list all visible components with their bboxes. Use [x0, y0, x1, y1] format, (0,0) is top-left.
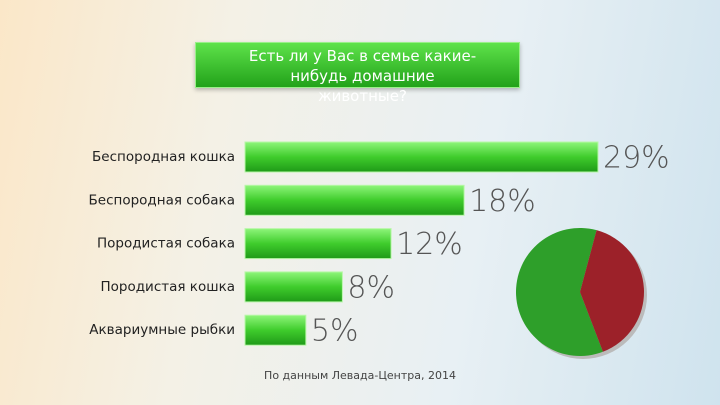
chart-title: Есть ли у Вас в семье какие-нибудь домаш… [195, 42, 520, 105]
value-label: 18% [469, 184, 536, 219]
value-label: 29% [603, 141, 670, 176]
bar [244, 271, 343, 303]
bar [244, 228, 392, 260]
bar [244, 314, 307, 346]
category-label: Породистая кошка [100, 279, 235, 295]
source: По данным Левада-Центра, 2014 [264, 369, 456, 382]
pie-slice [516, 228, 603, 356]
category-label: Аквариумные рыбки [89, 322, 235, 338]
value-label: 8% [347, 270, 395, 305]
category-label: Беспородная собака [89, 192, 235, 208]
category-label: Беспородная кошка [92, 149, 235, 165]
category-label: Породистая собака [97, 236, 235, 252]
bar [244, 141, 599, 173]
bar [244, 184, 465, 216]
value-label: 5% [311, 314, 359, 349]
value-label: 12% [396, 227, 463, 262]
pie-slice [580, 230, 644, 352]
